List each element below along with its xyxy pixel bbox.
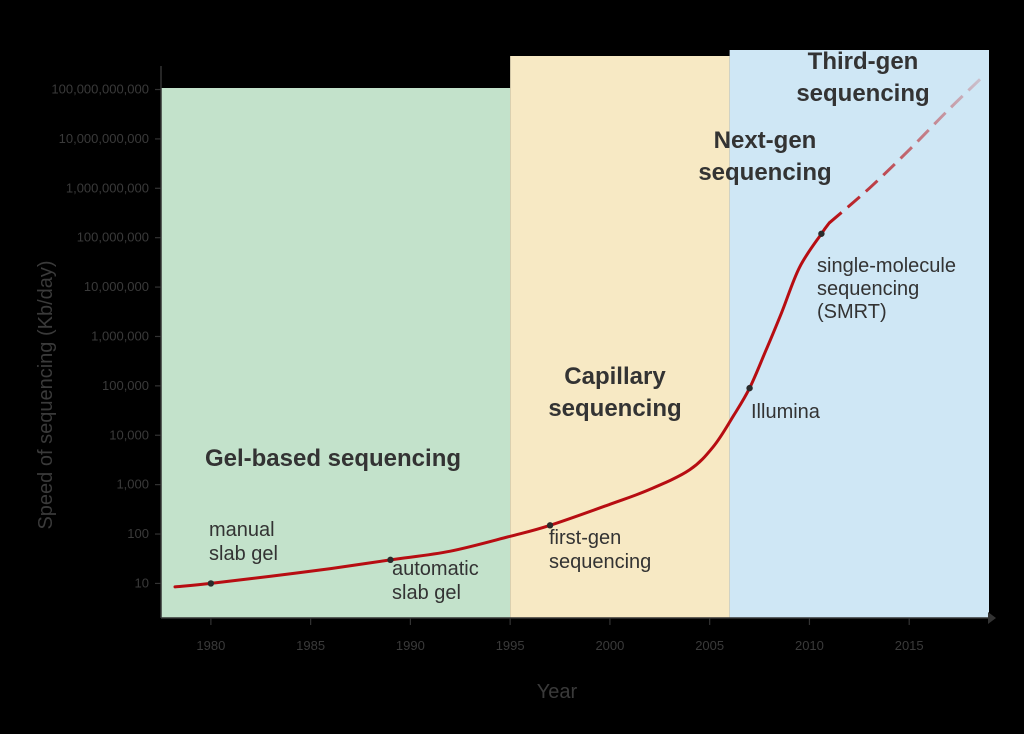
series-lines [173,73,987,589]
x-axis-ticks: 1980 1985 1990 1995 2000 2005 2010 2015 [196,618,924,653]
era-label: sequencing [548,395,681,422]
x-axis-arrowhead [988,612,996,624]
milestone-label: Illumina [751,401,821,423]
x-tick-label: 1995 [496,638,525,653]
x-tick-label: 2015 [895,638,924,653]
x-tick-label: 2010 [795,638,824,653]
milestone-label: (SMRT) [817,301,887,323]
y-tick-label: 100,000,000,000 [51,82,149,97]
milestone-label: single-molecule [817,255,956,277]
era-label: Next-gen [714,127,817,154]
y-axis-ticks: 10 100 1,000 10,000 100,000 1,000,000 10,000,0… [51,82,161,590]
era-label: Capillary [564,363,666,390]
milestone-label: manual [209,519,275,541]
x-tick-label: 1980 [196,638,225,653]
milestone-label: first-gen [549,527,621,549]
era-label-third-gen: sequencing [796,80,929,107]
series-projection-line [828,73,987,224]
milestone-point [746,384,753,392]
x-tick-label: 2005 [695,638,724,653]
y-tick-label: 10 [135,575,149,590]
x-axis-title: Year [537,681,578,703]
x-tick-label: 2000 [595,638,624,653]
milestone-label: automatic [392,558,479,580]
milestone-points [207,230,825,587]
era-label: sequencing [698,159,831,186]
y-tick-label: 1,000 [116,477,149,492]
y-tick-label: 10,000 [109,427,149,442]
y-tick-label: 10,000,000 [84,279,149,294]
y-tick-label: 100 [127,526,149,541]
milestone-point [207,580,215,587]
y-tick-label: 10,000,000,000 [59,131,149,146]
axes [160,66,996,624]
y-tick-label: 1,000,000 [91,328,149,343]
y-axis-title: Speed of sequencing (Kb/day) [35,260,57,529]
milestone-point [387,556,394,564]
series-line [173,221,831,589]
milestone-point [818,230,825,237]
milestone-point [546,522,554,529]
era-bands [161,50,989,618]
milestone-label: sequencing [549,551,651,573]
era-label: Gel-based sequencing [205,445,461,472]
milestone-label: slab gel [392,582,461,604]
x-tick-label: 1985 [296,638,325,653]
era-band-1 [161,88,511,618]
era-labels: Gel-based sequencing Capillary sequencing N… [205,48,930,472]
era-label-third-gen: Third-gen [808,48,919,75]
y-tick-label: 100,000,000 [77,230,149,245]
y-tick-label: 100,000 [102,378,149,393]
x-tick-label: 1990 [396,638,425,653]
y-tick-label: 1,000,000,000 [66,180,149,195]
milestone-label: sequencing [817,278,919,300]
era-band-2 [510,56,730,618]
milestone-label: slab gel [209,543,278,565]
